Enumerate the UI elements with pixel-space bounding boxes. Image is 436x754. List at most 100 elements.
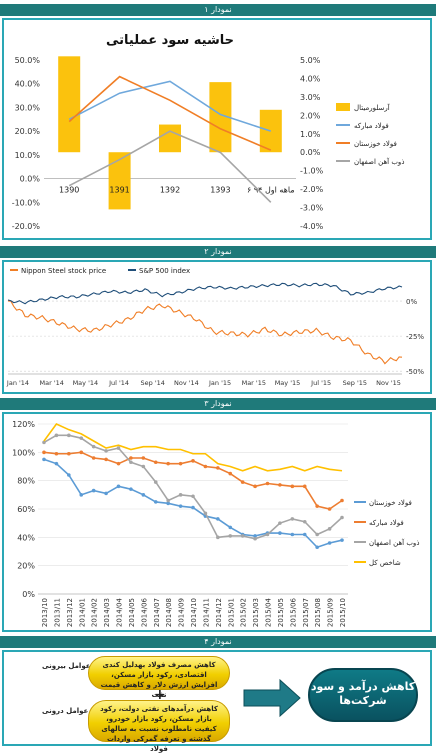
left-axis-tick: 40.0% [15,80,41,89]
x-axis-tick: Jan '14 [6,379,29,387]
series-point [129,456,133,460]
legend-label: شاخص کل [369,559,401,567]
series-point [116,446,121,450]
x-axis-tick: 2014/09 [178,598,186,627]
series-point [203,464,208,469]
series-point [153,460,158,465]
series-point [166,498,170,503]
series-point [253,536,257,541]
chart1-panel: حاشیه سود عملیاتی 50.0% 40.0% 30.0% 20.0% 10.… [2,18,432,240]
external-factors-label: عوامل بیرونی [42,662,91,670]
chart3-header: نمودار ۳ [0,398,436,410]
series-point [265,532,270,537]
series-point [327,507,332,511]
series-point [91,488,96,493]
series-point [228,525,233,530]
series-point [228,534,233,538]
x-axis-tick: 2013/10 [41,598,49,627]
bar-arcelormittal [209,82,232,153]
right-axis-tick: 5.0% [300,56,321,65]
series-point [54,433,59,438]
series-point [129,460,133,465]
series-point [327,541,332,545]
series-point [79,450,84,455]
series-point [327,527,332,531]
left-axis-tick: -20.0% [12,222,41,231]
legend-label-nippon: Nippon Steel stock price [21,267,106,275]
series-line-3 [43,423,343,472]
left-axis-tick: 30.0% [15,103,41,112]
series-point [302,532,307,537]
right-axis-tick: -3.0% [300,204,324,213]
bar-arcelormittal [159,124,181,153]
x-axis-tick: 2013/11 [53,598,61,627]
series-point [265,481,270,486]
y-axis-tick: 20% [17,562,35,571]
series-point [42,450,46,455]
chart1-header: نمودار ۱ [0,4,436,16]
series-point [166,461,170,466]
series-point [67,473,71,477]
series-point [141,464,146,469]
right-axis-tick: -1.0% [300,167,324,176]
x-axis-tick: 2015/01 [227,598,235,627]
series-point [278,521,282,525]
right-axis-tick: 0.0% [300,148,321,157]
series-point [104,457,108,462]
series-point [166,501,170,506]
x-axis-tick: 2014/04 [116,597,124,627]
series-point [54,461,59,466]
internal-factors-box: کاهش درآمدهای نفتی دولت، رکود بازار مسکن… [88,700,230,753]
series-point [178,504,183,508]
series-point [216,517,220,521]
series-point [42,440,46,445]
legend-label-sp500: S&P 500 index [139,267,190,275]
series-point [104,491,108,496]
series-point [315,532,319,537]
right-axis-tick: -2.0% [300,185,324,194]
series-point [302,519,307,524]
x-axis-tick: Sep '15 [343,379,367,387]
bar-arcelormittal [58,56,81,153]
category-label: 1390 [59,186,79,195]
right-axis-tick: -50% [406,368,424,376]
chart4-header: نمودار ۴ [0,636,436,648]
arrow-icon [243,678,301,718]
series-point [54,451,59,456]
series-point [67,433,71,438]
legend-label: فولاد مبارکه [354,122,389,130]
series-point [340,538,344,542]
series-point [302,484,307,489]
series-point [290,517,295,521]
x-axis-tick: 2014/02 [91,598,99,627]
x-axis-tick: May '14 [73,379,99,387]
nippon-sp500-chart: 0% -25% -50% Jan '14 Mar '14 May '14 Jul '14 Se… [6,267,425,387]
x-axis-tick: 2015/02 [240,598,248,627]
series-point [216,466,220,470]
chart4-panel: عوامل بیرونی عوامل درونی کاهش مصرف فولاد… [2,650,432,753]
x-axis-tick: Mar '14 [39,379,63,387]
series-point [191,505,195,510]
chart2-header: نمودار ۲ [0,246,436,258]
x-axis-tick: Nov '15 [376,379,401,387]
series-point [153,480,158,484]
series-point [141,493,146,497]
x-axis-tick: 2014/06 [140,597,148,627]
external-factors-box: کاهش مصرف فولاد بهدلیل کندی اقتصادی، رکو… [88,656,230,699]
series-point [278,531,282,535]
right-axis-tick: 4.0% [300,74,321,83]
series-line-3 [68,130,272,203]
legend-label: ذوب آهن اصفهان [354,157,404,166]
category-label: 1392 [160,186,180,195]
x-axis-tick: Jul '14 [108,379,129,387]
y-axis-tick: 60% [17,505,35,514]
series-point [129,487,133,491]
series-point [67,451,71,456]
series-point [253,484,257,489]
x-axis-tick: Jan '15 [208,379,231,387]
x-axis-tick: 2015/03 [252,598,260,627]
x-axis-tick: 2014/12 [215,598,223,627]
category-label: 1391 [109,186,129,195]
right-axis-tick: 0% [406,298,417,306]
legend-label: فولاد خوزستان [354,140,397,148]
